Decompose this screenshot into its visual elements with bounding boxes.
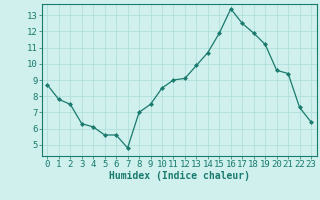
X-axis label: Humidex (Indice chaleur): Humidex (Indice chaleur) (109, 171, 250, 181)
